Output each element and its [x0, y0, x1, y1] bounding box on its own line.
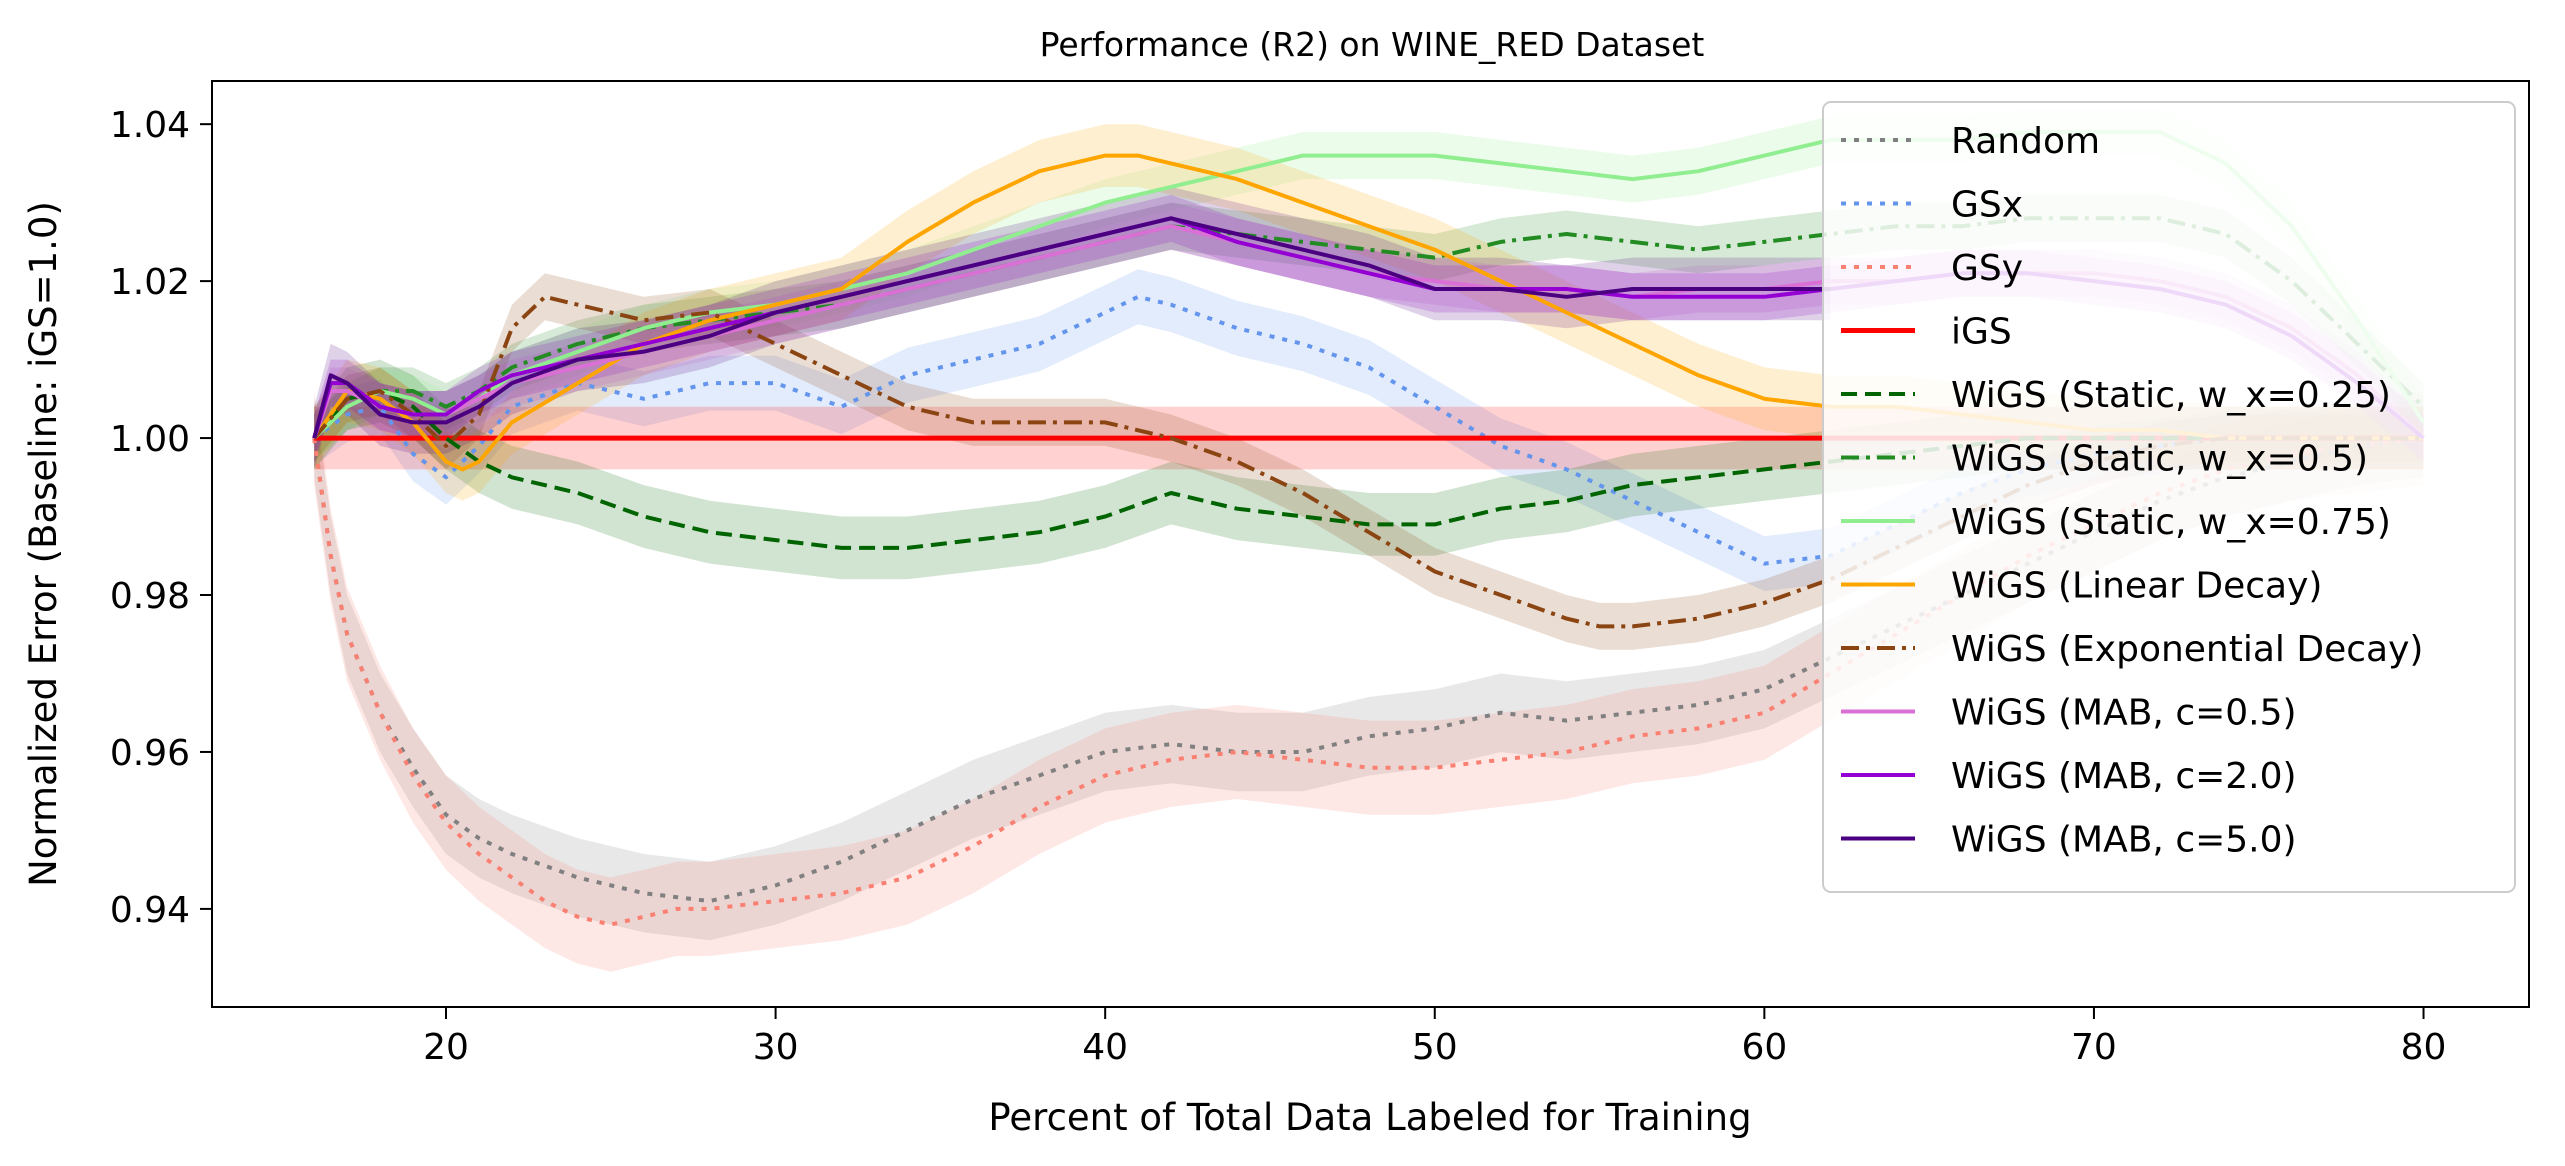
legend-label-wigs-linear-decay: WiGS (Linear Decay): [1951, 566, 2322, 607]
y-tick-label: 1.02: [110, 262, 190, 303]
y-tick-label: 0.96: [110, 733, 190, 774]
legend-label-wigs-mab-c-5-0: WiGS (MAB, c=5.0): [1951, 820, 2297, 861]
legend-box: [1822, 101, 2516, 893]
legend: Random GSx GSy iGS WiGS (Static, w_x=0.25) Wi…: [1822, 101, 2516, 893]
x-tick-label: 20: [423, 1027, 469, 1068]
series-line-wigs-mab-c-5-0: [312, 216, 1831, 439]
legend-label-wigs-mab-c-2-0: WiGS (MAB, c=2.0): [1951, 756, 2297, 797]
x-tick-label: 40: [1082, 1027, 1128, 1068]
legend-label-wigs-static-w-x-0-5: WiGS (Static, w_x=0.5): [1951, 439, 2368, 480]
y-tick-label: 0.94: [110, 890, 190, 931]
legend-label-random: Random: [1951, 121, 2100, 162]
y-tick-label: 0.98: [110, 576, 190, 617]
legend-label-wigs-exponential-decay: WiGS (Exponential Decay): [1951, 629, 2423, 670]
chart-title: Performance (R2) on WINE_RED Dataset: [1040, 25, 1705, 64]
legend-label-igs: iGS: [1951, 312, 2012, 353]
legend-label-wigs-static-w-x-0-75: WiGS (Static, w_x=0.75): [1951, 502, 2391, 543]
x-tick-label: 30: [753, 1027, 799, 1068]
x-tick-label: 50: [1412, 1027, 1458, 1068]
plot-frame: [211, 80, 2530, 1008]
axis-ticks: 20 30 40 50 60 70 80 0.94 0.96 0.98 1.00 1.02 1.04: [110, 105, 2447, 1068]
series-line-wigs-static-w-x-0-25: [312, 389, 2424, 550]
legend-label-gsy: GSy: [1951, 248, 2023, 289]
y-tick-label: 1.04: [110, 105, 190, 146]
legend-label-wigs-mab-c-0-5: WiGS (MAB, c=0.5): [1951, 693, 2297, 734]
y-axis-title: Normalized Error (Baseline: iGS=1.0): [22, 201, 65, 887]
x-axis-title: Percent of Total Data Labeled for Traini…: [988, 1096, 1751, 1139]
y-tick-label: 1.00: [110, 419, 190, 460]
x-tick-label: 60: [1741, 1027, 1787, 1068]
legend-label-gsx: GSx: [1951, 185, 2023, 226]
band-wigs-static-w-x-0-25: [314, 359, 2424, 580]
legend-label-wigs-static-w-x-0-25: WiGS (Static, w_x=0.25): [1951, 375, 2391, 416]
x-tick-label: 80: [2401, 1027, 2447, 1068]
x-tick-label: 70: [2071, 1027, 2117, 1068]
